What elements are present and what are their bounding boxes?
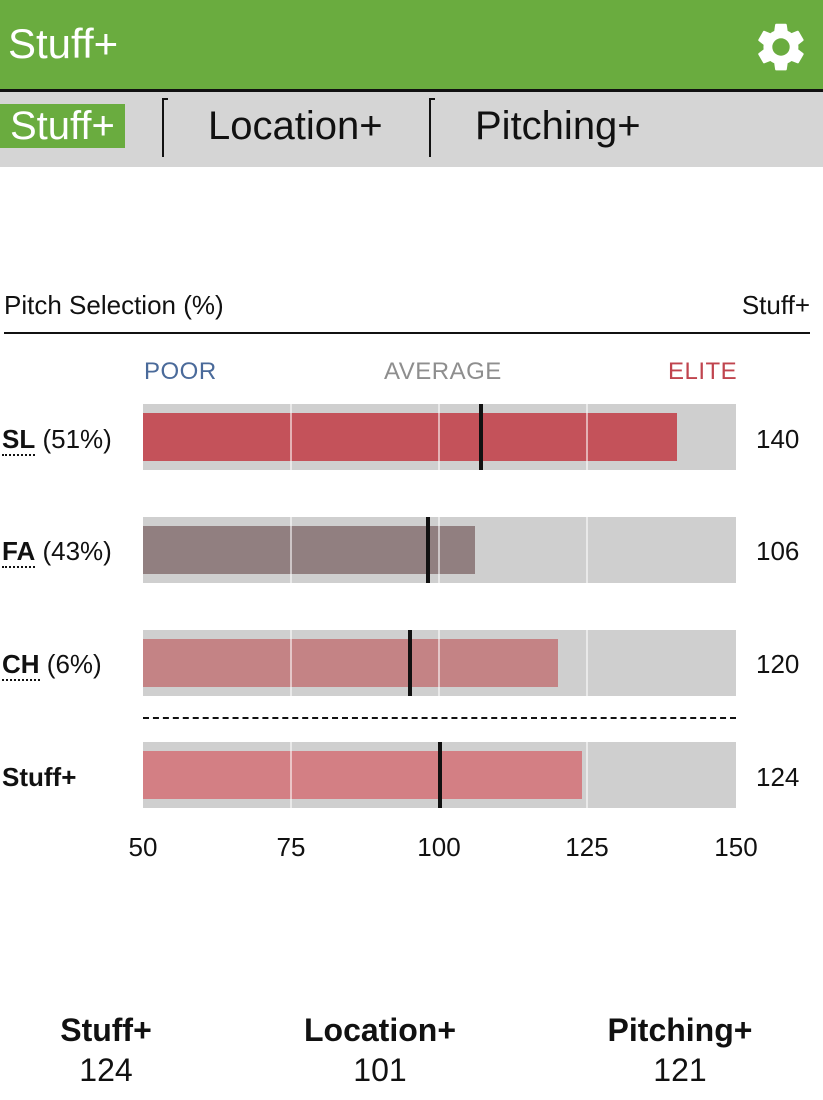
gridline <box>290 742 292 808</box>
dashed-separator <box>143 717 736 719</box>
bar-track-fa <box>143 517 736 583</box>
summary-label: Stuff+ <box>60 1012 152 1048</box>
summary-value: 121 <box>653 1052 707 1088</box>
value-fa: 106 <box>756 536 800 566</box>
app-title: Stuff+ <box>8 20 119 67</box>
pitch-abbr: FA <box>2 536 36 568</box>
tab-divider <box>162 98 168 157</box>
gridline <box>438 404 440 470</box>
scale-label-poor: POOR <box>144 358 217 385</box>
average-marker-overall <box>437 742 442 808</box>
overall-label: Stuff+ <box>2 762 77 792</box>
average-marker-sl <box>479 404 483 470</box>
gridline <box>290 404 292 470</box>
bar-ch <box>143 639 559 687</box>
value-sl: 140 <box>756 424 800 454</box>
gridline <box>290 517 292 583</box>
gridline <box>586 404 588 470</box>
pitch-label-fa: FA (43%) <box>2 536 112 568</box>
summary-stuff-plus: Stuff+ 124 <box>6 1010 206 1090</box>
bar-track-overall <box>143 742 736 808</box>
value-overall: 124 <box>756 762 800 792</box>
pitch-percentage: (51%) <box>42 424 112 454</box>
gridline <box>438 630 440 696</box>
x-tick-label: 150 <box>714 832 758 862</box>
summary-value: 124 <box>79 1052 133 1088</box>
bar-track-sl <box>143 404 736 470</box>
scale-label-average: AVERAGE <box>384 358 502 385</box>
app-header: Stuff+ <box>0 0 823 92</box>
divider <box>4 332 810 334</box>
pitch-label-sl: SL (51%) <box>2 424 112 456</box>
scale-label-elite: ELITE <box>668 358 738 385</box>
pitch-abbr: CH <box>2 649 40 681</box>
tab-divider <box>429 98 435 157</box>
pitch-percentage: (6%) <box>46 649 102 679</box>
pitch-label-ch: CH (6%) <box>2 649 102 681</box>
x-tick-label: 75 <box>276 832 306 862</box>
gridline <box>438 517 440 583</box>
gridline <box>586 742 588 808</box>
summary-location-plus: Location+ 101 <box>280 1010 480 1090</box>
summary-value: 101 <box>353 1052 407 1088</box>
pitch-selection-heading: Pitch Selection (%) <box>4 290 224 320</box>
bar-track-ch <box>143 630 736 696</box>
tab-location-plus[interactable]: Location+ <box>208 104 383 148</box>
summary-label: Pitching+ <box>607 1012 753 1048</box>
pitch-abbr: SL <box>2 424 36 456</box>
x-tick-label: 100 <box>417 832 461 862</box>
average-marker-fa <box>425 517 430 583</box>
bar-fa <box>143 526 476 574</box>
summary-label: Location+ <box>303 1012 456 1048</box>
gridline <box>586 630 588 696</box>
average-marker-ch <box>407 630 412 696</box>
x-tick-label: 50 <box>128 832 158 862</box>
bar-sl <box>143 413 677 461</box>
tab-stuff-plus[interactable]: Stuff+ <box>0 104 125 148</box>
gridline <box>290 630 292 696</box>
x-tick-label: 125 <box>565 832 609 862</box>
summary-pitching-plus: Pitching+ 121 <box>580 1010 780 1090</box>
stuff-plus-column-heading: Stuff+ <box>741 290 810 320</box>
tab-bar: Stuff+ Location+ Pitching+ <box>0 92 823 167</box>
value-ch: 120 <box>756 649 800 679</box>
gear-icon[interactable] <box>752 18 810 76</box>
bar-overall <box>143 751 582 799</box>
pitch-percentage: (43%) <box>42 536 112 566</box>
tab-pitching-plus[interactable]: Pitching+ <box>475 104 641 148</box>
gridline <box>586 517 588 583</box>
